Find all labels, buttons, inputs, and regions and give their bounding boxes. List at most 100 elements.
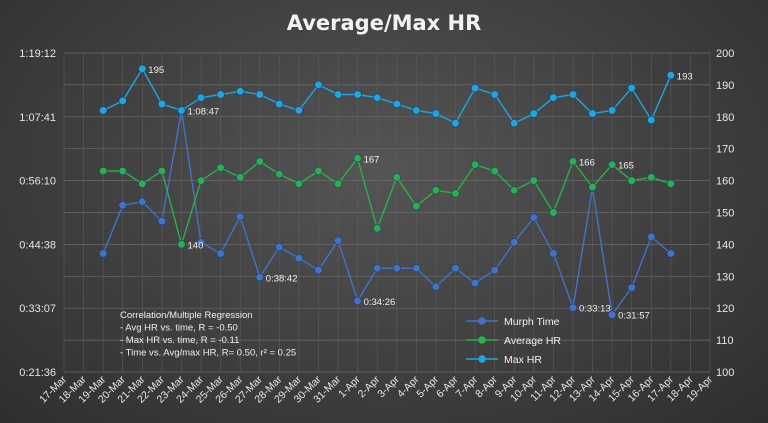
data-point: [275, 99, 284, 109]
data-point: [314, 166, 323, 176]
data-point: [529, 213, 538, 222]
data-point: [334, 90, 343, 99]
data-point: [431, 282, 441, 291]
data-point: [373, 264, 382, 273]
left-tick-label: 1:19:12: [19, 48, 56, 60]
left-tick-label: 0:56:10: [19, 176, 56, 188]
right-tick-label: 110: [716, 335, 734, 347]
right-tick-label: 150: [716, 208, 734, 220]
data-point: [412, 264, 421, 273]
data-point: [627, 83, 636, 93]
data-point: [647, 173, 656, 182]
legend-swatch-marker: [478, 355, 486, 363]
data-point: [99, 106, 108, 115]
left-tick-label: 0:33:07: [19, 303, 56, 315]
data-point: [392, 99, 401, 109]
data-point: [236, 87, 245, 96]
data-point: [216, 249, 225, 258]
data-point: [236, 212, 245, 221]
data-point: [431, 109, 441, 118]
data-point: [275, 242, 284, 252]
data-point: [666, 71, 675, 80]
data-point: [392, 264, 401, 273]
data-labels: 1:08:47 0:38:42 0:34:26 0:33:13 0:31:57 140 16…: [148, 65, 692, 322]
annotation-line: - Avg HR vs. time, R = -0.50: [120, 323, 238, 334]
data-point: [490, 166, 499, 176]
data-point: [607, 160, 617, 169]
data-point: [177, 106, 186, 115]
data-point: [588, 182, 597, 192]
data-point: [471, 160, 480, 169]
data-label: 0:31:57: [618, 311, 650, 322]
chart-title: Average/Max HR: [287, 11, 482, 35]
data-point: [99, 166, 108, 176]
right-tick-label: 100: [716, 367, 734, 379]
data-point: [138, 179, 147, 188]
legend-label: Max HR: [504, 354, 542, 366]
right-tick-label: 190: [716, 80, 734, 92]
data-point: [392, 173, 401, 182]
data-label: 140: [188, 240, 204, 251]
legend-item: Max HR: [466, 354, 542, 366]
regression-note: Correlation/Multiple Regression - Avg HR …: [120, 310, 296, 359]
data-point: [196, 238, 206, 247]
data-point: [373, 224, 382, 233]
grid: [63, 52, 711, 373]
data-point: [157, 166, 166, 176]
data-point: [196, 176, 206, 185]
legend-label: Murph Time: [504, 316, 560, 328]
data-point: [294, 106, 304, 115]
data-point: [157, 99, 166, 109]
data-label: 0:38:42: [266, 273, 298, 284]
data-point: [314, 80, 323, 89]
data-point: [138, 197, 147, 206]
left-tick-label: 0:44:38: [19, 239, 56, 251]
data-point: [177, 240, 186, 249]
data-point: [196, 93, 206, 102]
data-point: [255, 157, 264, 166]
data-label: 165: [618, 161, 634, 172]
data-point: [490, 90, 499, 99]
data-point: [294, 254, 304, 263]
legend-label: Average HR: [504, 335, 561, 347]
data-label: 0:33:13: [579, 304, 611, 315]
data-point: [647, 115, 656, 125]
data-point: [373, 93, 382, 102]
right-tick-label: 170: [716, 144, 734, 156]
data-point: [451, 189, 460, 198]
right-tick-label: 120: [716, 303, 734, 315]
legend-swatch-marker: [478, 336, 486, 344]
data-point: [118, 201, 127, 210]
data-point: [607, 106, 617, 115]
data-point: [529, 109, 538, 118]
data-point: [549, 208, 558, 217]
data-point: [666, 249, 675, 258]
data-point: [627, 283, 636, 292]
data-point: [353, 154, 362, 163]
data-point: [607, 310, 617, 319]
annotation-line: - Max HR vs. time, R = -0.11: [120, 335, 239, 346]
right-tick-label: 130: [716, 271, 734, 283]
annotation-line: - Time vs. Avg/max HR, R= 0.50, r² = 0.2…: [120, 348, 296, 359]
data-label: 166: [579, 158, 595, 169]
data-point: [627, 176, 636, 185]
data-label: 0:34:26: [364, 297, 396, 308]
right-tick-label: 180: [716, 112, 734, 124]
data-point: [471, 278, 480, 288]
data-point: [118, 166, 127, 176]
series-max-hr: [99, 64, 675, 128]
series-average-hr: [99, 154, 675, 249]
data-point: [588, 109, 597, 118]
data-point: [549, 249, 558, 258]
data-point: [294, 179, 304, 188]
data-point: [431, 186, 441, 195]
data-point: [275, 170, 284, 179]
left-tick-label: 1:07:41: [19, 112, 56, 124]
data-point: [255, 273, 264, 282]
data-point: [236, 173, 245, 182]
legend: Murph Time Average HR Max HR: [466, 316, 561, 366]
data-point: [510, 186, 519, 195]
annotation-line: Correlation/Multiple Regression: [120, 310, 253, 321]
data-point: [334, 236, 343, 245]
